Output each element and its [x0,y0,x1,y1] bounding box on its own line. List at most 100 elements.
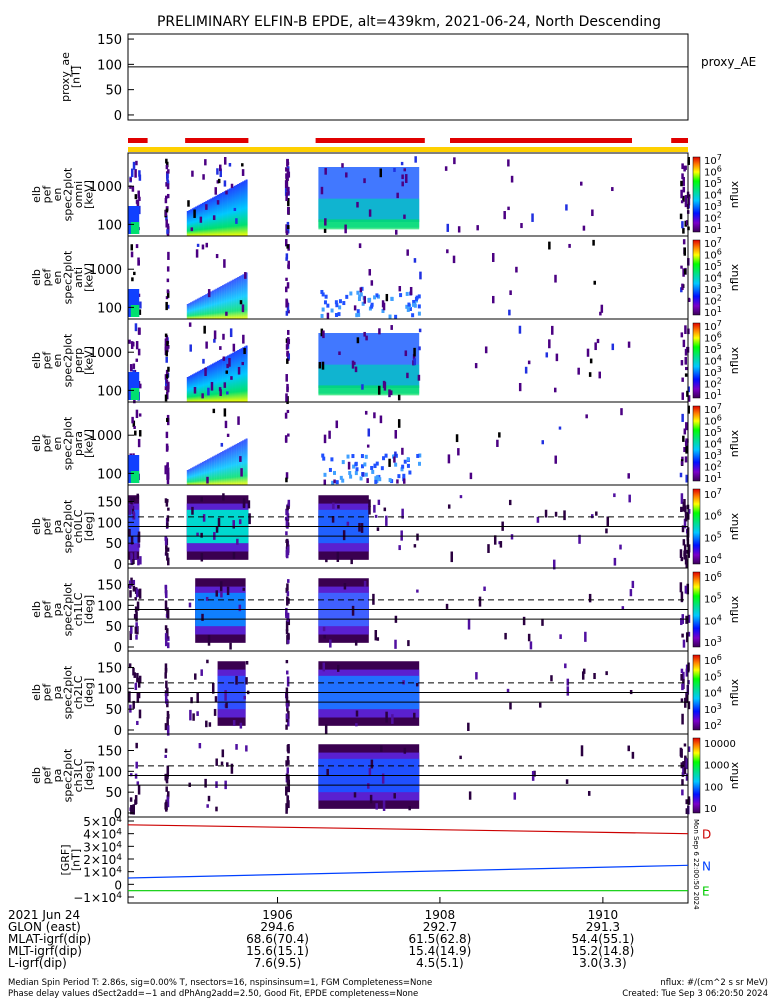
spectrogram-cell [190,468,193,485]
spectrogram-cell [166,767,170,777]
spectrogram-cell [237,366,241,375]
spectrogram-cell [135,244,139,249]
spectrogram-cell [165,369,169,375]
spectrogram-cell [285,173,288,179]
spectrogram-cell [681,163,684,170]
spectrogram-cell [287,171,291,178]
colorbar-unit-label: nflux [728,180,741,208]
spectrogram-cell [205,367,208,402]
colorbar [692,488,701,565]
spectrogram-cell [165,301,168,311]
spectrogram-cell [212,215,216,221]
status-red-segment [315,138,425,143]
spectrogram-cell [217,453,220,485]
spectrogram-cell [132,363,136,369]
spectrogram-cell [213,330,217,340]
spectrogram-cell [137,531,141,543]
spectrogram-cell [167,366,170,372]
spectrogram-cell [232,343,236,352]
spectrogram-cell [413,544,417,548]
spectrogram-cell [527,633,531,642]
spectrogram-cell [380,745,383,752]
spectrogram-cell [223,259,226,268]
spectrogram-cell [210,381,214,391]
ylabel-line: pef [40,185,53,204]
ylabel-line: ch3LC [72,758,85,792]
spectrogram-cell [345,294,349,299]
spectrogram-cell [457,226,461,233]
spectrogram-cell [687,156,690,164]
spectrogram-cell [129,797,133,802]
spectrogram-cell [218,387,222,392]
spectrogram-cell [338,305,342,310]
spectrogram-cell [217,518,221,528]
spectrogram-cell [239,456,242,462]
spectrogram-cell [135,611,138,622]
spectrogram-cell [129,177,132,182]
spectrogram-cell [215,288,218,319]
spectrogram-cell [198,370,201,402]
spectrogram-cells [128,577,691,650]
spectrogram-cell [229,642,232,650]
spectrogram-cell [245,677,248,685]
spectrogram-cell [223,357,226,402]
spectrogram-cell [195,249,199,258]
spectrogram-cell [407,302,411,307]
spectrogram-cell [371,469,375,474]
spectrogram-cell [167,345,170,349]
spectrogram-cell [357,312,361,317]
colorbar [692,322,701,399]
colorbar-tick-label: 103 [704,199,722,213]
spectrogram-cell [406,463,410,468]
spectrogram-cell [130,168,134,178]
spectrogram-cell [167,791,170,797]
spectrogram-cell [684,348,688,356]
spectrogram-cell [240,182,243,236]
spectrogram-cells [128,156,691,237]
spectrogram-cell [681,173,684,180]
spectrogram-cell [286,409,290,414]
spectrogram-cell [628,494,631,503]
ylabel-line: [GRF] [59,844,72,875]
ylabel-line: anti [72,267,85,288]
spectrogram-cell [529,641,533,650]
spectrogram-cell [164,633,168,640]
spectrogram-cell [138,196,141,201]
spectrogram-cell [165,182,168,187]
spectrogram-cell [242,347,245,402]
spectrogram-cell [165,195,168,200]
spectrogram-cell [368,768,372,776]
spectrogram-cell [138,309,142,315]
spectrogram-cell [128,691,131,703]
spectrogram-cell [286,795,290,804]
spectrogram-cell [230,187,233,236]
ylabel-line: [keV] [82,346,95,375]
spectrogram-cell [284,180,288,189]
spectrogram-cell [320,186,324,195]
colorbar-tick-label: 102 [704,377,722,391]
spectrogram-cell [235,350,238,402]
spectrogram-cell [544,509,548,518]
spectrogram-cell [680,762,684,769]
spectrogram-cell [219,168,222,178]
ylabel-line: [keV] [82,429,95,458]
spectrogram-cell [198,463,201,485]
spectrogram-cell [518,325,522,334]
spectrogram-cell [285,393,288,402]
spectrogram-cell [238,442,241,485]
spectrogram-cell [286,302,290,312]
spectrogram-cell [285,531,288,536]
spectrogram-cell [202,358,205,364]
spectrogram-cell [186,377,189,402]
spectrogram-cell [681,525,685,533]
spectrogram-cell [220,442,224,447]
spectrogram-cell [687,746,691,752]
spectrogram-cell [684,505,687,513]
spectrogram-cell [232,186,235,236]
spectrogram-cell [681,633,684,638]
spectrogram-cell [334,312,338,317]
spectrogram-cell [373,295,377,300]
spectrogram-cell [199,216,203,223]
spectrogram-cell [394,462,398,467]
